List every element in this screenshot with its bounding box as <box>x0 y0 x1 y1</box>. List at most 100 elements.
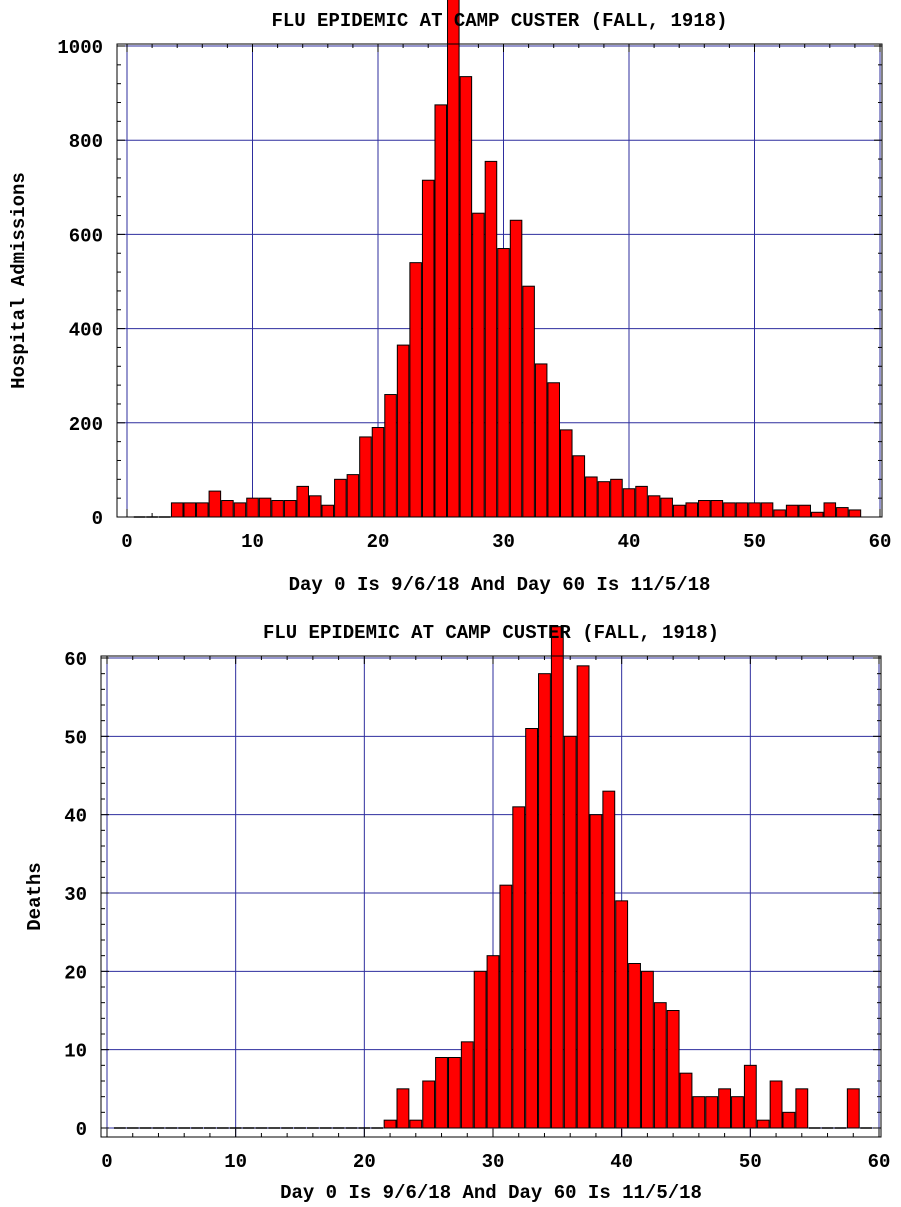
data-bar <box>396 1088 410 1129</box>
data-bar <box>371 427 385 518</box>
data-bar <box>447 1057 461 1129</box>
data-bar <box>534 363 548 518</box>
data-bar <box>359 436 372 518</box>
y-tick-label: 60 <box>64 649 87 671</box>
data-bar <box>718 1088 732 1129</box>
data-bar <box>647 495 661 518</box>
data-bar <box>710 500 724 518</box>
data-bar <box>422 1080 436 1129</box>
plot-frame <box>100 655 882 1138</box>
data-bar <box>183 502 197 518</box>
deaths-plot: 0 10 20 30 40 50 60 0 10 20 30 40 50 60 FLU EPIDEMIC… <box>24 622 890 1204</box>
x-tick-label: 10 <box>224 1151 247 1173</box>
data-bar <box>258 497 272 518</box>
data-bar <box>447 0 460 518</box>
data-bar <box>597 481 611 518</box>
data-bar <box>421 179 435 518</box>
data-bar <box>334 478 347 518</box>
x-tick-label: 20 <box>353 1151 376 1173</box>
data-bar <box>509 219 523 518</box>
data-bar <box>221 500 234 518</box>
x-tick-label: 0 <box>121 531 132 553</box>
chart-title: FLU EPIDEMIC AT CAMP CUSTER (FALL, 1918) <box>263 622 719 644</box>
data-bar <box>748 502 761 518</box>
data-bar <box>756 1119 770 1129</box>
data-bar <box>672 504 686 518</box>
y-axis-label: Hospital Admissions <box>8 172 30 389</box>
data-bar <box>666 1010 680 1129</box>
data-bar <box>484 160 498 518</box>
data-bar <box>196 502 209 518</box>
data-bar <box>170 502 184 518</box>
data-bar <box>233 502 247 518</box>
data-bar <box>653 1002 667 1129</box>
y-tick-label: 800 <box>69 131 103 153</box>
data-bar <box>563 735 577 1129</box>
data-bar <box>798 504 811 518</box>
y-tick-label: 30 <box>64 884 87 906</box>
x-axis-label: Day 0 Is 9/6/18 And Day 60 Is 11/5/18 <box>289 574 711 596</box>
data-bar <box>846 1088 860 1129</box>
data-bar <box>499 884 513 1129</box>
plot-frame <box>116 43 883 518</box>
data-bar <box>460 1041 474 1129</box>
data-bar <box>823 502 837 518</box>
data-bar <box>522 285 535 518</box>
data-bar <box>559 429 573 518</box>
x-tick-label: 10 <box>241 531 264 553</box>
data-bar <box>602 790 616 1129</box>
data-bar <box>628 963 641 1129</box>
x-axis-label: Day 0 Is 9/6/18 And Day 60 Is 11/5/18 <box>280 1182 702 1204</box>
x-tick-label: 40 <box>610 1151 633 1173</box>
data-bar <box>589 814 603 1129</box>
y-tick-label: 40 <box>64 806 87 828</box>
data-bar <box>685 502 699 518</box>
data-bar <box>610 478 623 518</box>
y-tick-label: 1000 <box>57 37 103 59</box>
admissions-plot: 0 10 20 30 40 50 60 0 200 400 600 800 1000 FLU EPID… <box>8 0 892 596</box>
data-bar <box>769 1080 783 1129</box>
data-bar <box>497 248 510 518</box>
data-bar <box>396 344 410 518</box>
data-bar <box>731 1096 744 1129</box>
data-bar <box>434 104 448 518</box>
data-bar <box>705 1096 719 1129</box>
data-bar <box>208 490 222 518</box>
x-tick-label: 20 <box>367 531 390 553</box>
data-bar <box>785 504 799 518</box>
data-bar <box>795 1088 809 1129</box>
data-bar <box>409 1119 423 1129</box>
data-bar <box>346 474 360 518</box>
x-tick-label: 60 <box>869 531 892 553</box>
data-bar <box>735 502 749 518</box>
data-bar <box>525 728 539 1129</box>
y-tick-label: 0 <box>76 1119 87 1141</box>
data-bar <box>848 509 862 518</box>
y-tick-label: 0 <box>92 508 103 530</box>
data-bar <box>615 900 629 1129</box>
data-bar <box>296 485 309 518</box>
data-bar <box>550 626 564 1129</box>
y-tick-label: 50 <box>64 727 87 749</box>
data-bar <box>572 455 586 518</box>
data-bar <box>723 502 736 518</box>
chart-title: FLU EPIDEMIC AT CAMP CUSTER (FALL, 1918) <box>271 10 727 32</box>
data-bar <box>486 955 500 1129</box>
x-tick-label: 50 <box>743 531 766 553</box>
data-bar <box>760 502 774 518</box>
data-bar <box>743 1064 757 1129</box>
data-bar <box>660 497 673 518</box>
data-bar <box>810 511 824 518</box>
x-tick-label: 30 <box>482 1151 505 1173</box>
deaths-chart: 0 10 20 30 40 50 60 0 10 20 30 40 50 60 FLU EPIDEMIC… <box>0 600 901 1207</box>
data-bar <box>246 497 259 518</box>
data-bar <box>576 665 590 1129</box>
y-tick-label: 10 <box>64 1041 87 1063</box>
admissions-chart: 0 10 20 30 40 50 60 0 200 400 600 800 1000 FLU EPID… <box>0 0 901 600</box>
data-bar <box>271 500 284 518</box>
data-bar <box>836 507 849 518</box>
y-tick-label: 200 <box>69 414 103 436</box>
data-bar <box>547 382 560 518</box>
data-bar <box>635 485 648 518</box>
data-bar <box>321 504 335 518</box>
